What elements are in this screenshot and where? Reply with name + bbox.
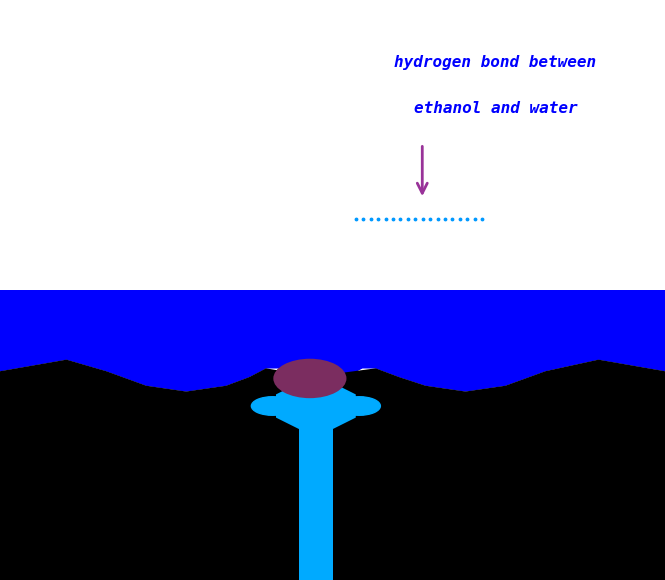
Polygon shape bbox=[0, 284, 665, 392]
Ellipse shape bbox=[273, 358, 346, 398]
Circle shape bbox=[251, 397, 294, 415]
Polygon shape bbox=[299, 374, 332, 580]
Polygon shape bbox=[276, 383, 356, 429]
Polygon shape bbox=[276, 383, 356, 429]
Circle shape bbox=[338, 397, 380, 415]
Ellipse shape bbox=[273, 358, 346, 398]
Polygon shape bbox=[0, 284, 665, 392]
Circle shape bbox=[338, 397, 380, 415]
Text: ethanol and water: ethanol and water bbox=[414, 101, 577, 116]
Text: hydrogen bond between: hydrogen bond between bbox=[394, 55, 597, 70]
Polygon shape bbox=[299, 374, 332, 580]
Polygon shape bbox=[0, 360, 299, 580]
Polygon shape bbox=[332, 360, 665, 580]
Circle shape bbox=[251, 397, 294, 415]
